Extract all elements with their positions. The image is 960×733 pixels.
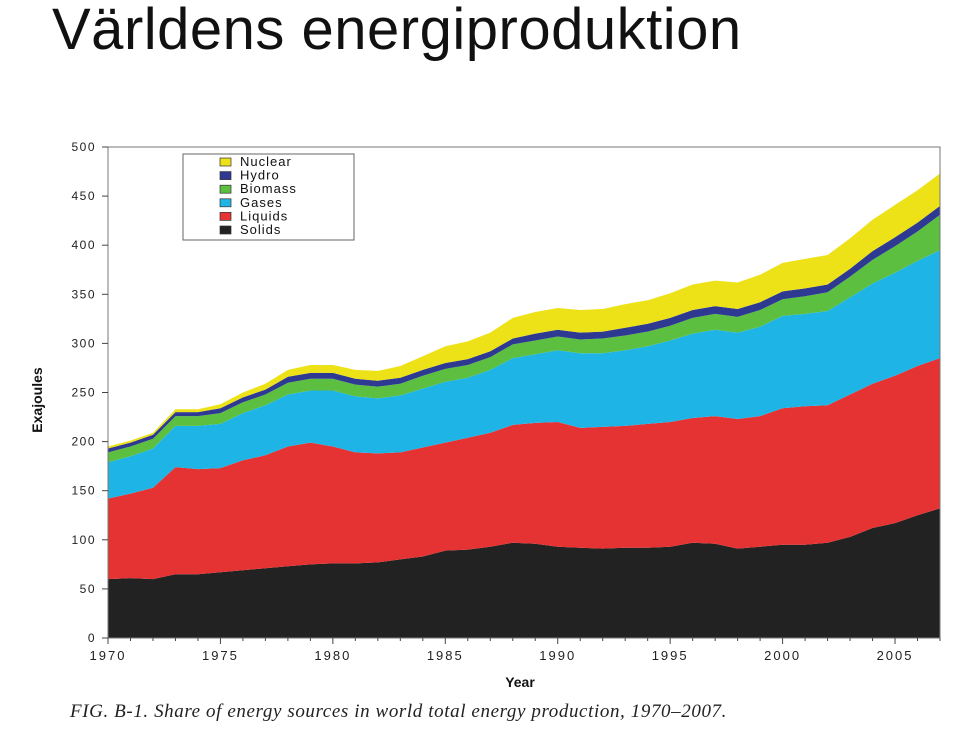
area-liquids bbox=[108, 358, 940, 580]
y-tick-label: 350 bbox=[71, 287, 96, 301]
area-solids bbox=[108, 508, 940, 638]
x-tick-label: 1975 bbox=[202, 648, 239, 663]
legend-label-hydro: Hydro bbox=[240, 168, 280, 183]
legend-swatch-solids bbox=[219, 225, 232, 235]
area-gases bbox=[108, 250, 940, 499]
slide-title: Världens energiproduktion bbox=[52, 0, 742, 62]
y-tick-label: 0 bbox=[88, 631, 96, 645]
legend-swatch-liquids bbox=[219, 212, 232, 221]
legend-swatch-gases bbox=[219, 198, 232, 208]
x-tick-label: 1990 bbox=[539, 648, 576, 663]
area-layers bbox=[108, 173, 940, 638]
x-tick-label: 2005 bbox=[877, 648, 914, 663]
legend-label-gases: Gases bbox=[240, 195, 283, 210]
y-tick-label: 450 bbox=[71, 189, 96, 203]
legend-swatch-biomass bbox=[219, 184, 232, 194]
legend-box bbox=[182, 153, 355, 241]
x-axis-label: Year bbox=[505, 674, 535, 690]
x-tick-label: 1970 bbox=[90, 648, 127, 663]
legend-swatch-hydro bbox=[219, 171, 232, 180]
y-tick-label: 250 bbox=[71, 386, 96, 400]
y-tick-label: 400 bbox=[71, 238, 96, 252]
x-tick-label: 1985 bbox=[427, 648, 464, 663]
y-tick-label: 50 bbox=[80, 582, 96, 596]
x-tick-label: 1980 bbox=[314, 648, 351, 663]
y-tick-label: 100 bbox=[71, 533, 96, 547]
y-tick-label: 500 bbox=[71, 140, 96, 154]
x-tick-label: 1995 bbox=[652, 648, 689, 663]
y-tick-label: 200 bbox=[71, 435, 96, 449]
y-axis-label: Exajoules bbox=[29, 367, 45, 433]
chart-axes: 0 50 100 150 200 250 300 350 400 450 500 1970 1975 19… bbox=[71, 140, 941, 663]
y-tick-label: 300 bbox=[71, 336, 96, 350]
figure-caption: FIG. B-1. Share of energy sources in wor… bbox=[70, 701, 727, 722]
legend-label-nuclear: Nuclear bbox=[240, 154, 292, 169]
legend-label-solids: Solids bbox=[240, 222, 281, 237]
y-tick-label: 150 bbox=[71, 484, 96, 498]
legend-label-biomass: Biomass bbox=[240, 181, 297, 196]
legend-swatch-nuclear bbox=[219, 157, 232, 167]
x-tick-label: 2000 bbox=[764, 648, 801, 663]
legend-label-liquids: Liquids bbox=[240, 208, 288, 223]
